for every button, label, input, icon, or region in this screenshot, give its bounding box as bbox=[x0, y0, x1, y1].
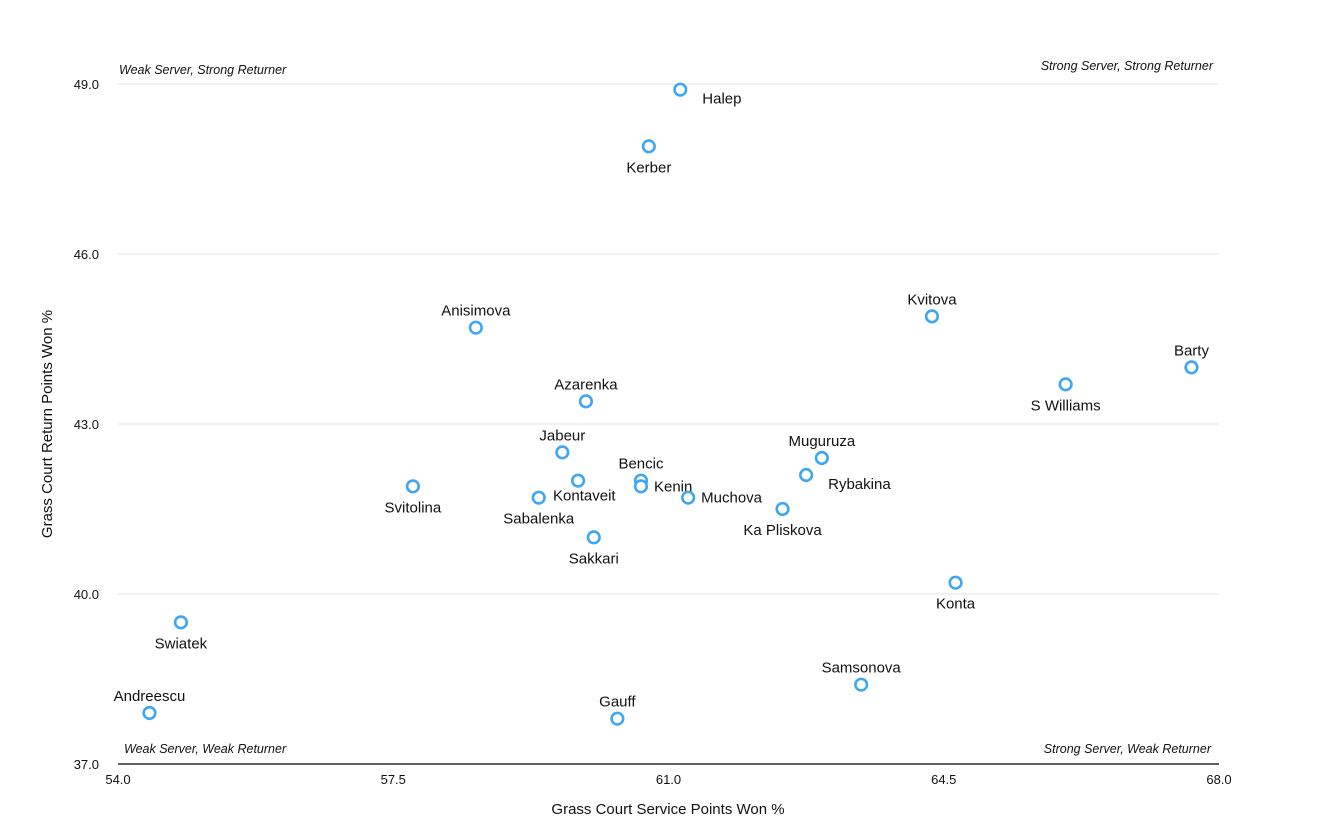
point-marker bbox=[578, 394, 594, 409]
quadrant-label-bottom-right: Strong Server, Weak Returner bbox=[1044, 742, 1212, 756]
point-label: Anisimova bbox=[441, 303, 511, 320]
quadrant-label-top-right: Strong Server, Strong Returner bbox=[1041, 59, 1214, 73]
point-marker bbox=[1184, 360, 1199, 375]
quadrant-label-top-left: Weak Server, Strong Returner bbox=[119, 63, 287, 77]
data-point-andreescu: Andreescu bbox=[114, 688, 186, 721]
point-label: Barty bbox=[1174, 342, 1210, 359]
point-label: Gauff bbox=[599, 694, 636, 711]
point-label: Kerber bbox=[626, 159, 671, 176]
point-label: Azarenka bbox=[554, 376, 618, 393]
data-point-svitolina: Svitolina bbox=[385, 479, 442, 516]
point-marker bbox=[610, 711, 625, 726]
data-point-kenin: Kenin bbox=[633, 478, 692, 495]
y-tick-label: 49.0 bbox=[74, 77, 99, 92]
point-marker bbox=[814, 450, 829, 466]
data-point-kontaveit: Kontaveit bbox=[553, 473, 616, 505]
x-axis-title: Grass Court Service Points Won % bbox=[551, 801, 784, 818]
data-point-gauff: Gauff bbox=[599, 694, 636, 726]
data-point-sabalenka: Sabalenka bbox=[503, 490, 575, 528]
point-label: Muguruza bbox=[789, 433, 856, 450]
data-point-sakkari: Sakkari bbox=[569, 530, 619, 567]
point-label: Ka Pliskova bbox=[743, 522, 822, 539]
x-tick-label: 68.0 bbox=[1206, 772, 1231, 787]
point-label: Andreescu bbox=[114, 688, 186, 705]
point-marker bbox=[531, 490, 546, 505]
point-marker bbox=[924, 309, 940, 324]
data-point-halep: Halep bbox=[673, 82, 741, 108]
point-marker bbox=[570, 473, 586, 488]
data-point-samsonova: Samsonova bbox=[822, 660, 902, 692]
data-point-swiatek: Swiatek bbox=[155, 615, 208, 652]
data-point-kerber: Kerber bbox=[626, 139, 671, 176]
data-point-muchova: Muchova bbox=[681, 490, 763, 507]
point-marker bbox=[1058, 377, 1073, 392]
gridlines bbox=[118, 83, 1219, 595]
point-label: Halep bbox=[702, 91, 741, 108]
y-tick-label: 37.0 bbox=[74, 757, 99, 772]
point-marker bbox=[142, 705, 157, 721]
point-marker bbox=[405, 479, 421, 494]
point-label: S Williams bbox=[1031, 397, 1101, 414]
point-label: Konta bbox=[936, 596, 976, 613]
data-point-anisimova: Anisimova bbox=[441, 303, 511, 335]
point-label: Sakkari bbox=[569, 550, 619, 567]
point-label: Rybakina bbox=[828, 476, 891, 493]
point-label: Svitolina bbox=[385, 499, 442, 516]
point-label: Kvitova bbox=[907, 291, 957, 308]
quadrant-label-bottom-left: Weak Server, Weak Returner bbox=[124, 742, 287, 756]
y-tick-label: 40.0 bbox=[74, 587, 99, 602]
point-marker bbox=[775, 501, 790, 517]
y-tick-label: 43.0 bbox=[74, 417, 99, 432]
point-label: Bencic bbox=[618, 456, 664, 473]
point-marker bbox=[673, 82, 688, 97]
point-label: Kenin bbox=[654, 478, 692, 495]
x-tick-label: 54.0 bbox=[105, 772, 130, 787]
point-label: Kontaveit bbox=[553, 488, 616, 505]
data-point-s-williams: S Williams bbox=[1031, 377, 1101, 414]
x-tick-label: 61.0 bbox=[656, 772, 681, 787]
x-tick-label: 57.5 bbox=[381, 772, 406, 787]
point-label: Jabeur bbox=[539, 427, 585, 444]
point-label: Samsonova bbox=[822, 660, 902, 677]
x-tick-label: 64.5 bbox=[931, 772, 956, 787]
point-marker bbox=[854, 677, 869, 692]
data-point-muguruza: Muguruza bbox=[789, 433, 856, 466]
point-label: Sabalenka bbox=[503, 511, 575, 528]
y-axis-title: Grass Court Return Points Won % bbox=[39, 310, 56, 538]
data-points: Halep Kerber Anisimova Kvitova Barty S Willia… bbox=[114, 82, 1210, 726]
point-marker bbox=[641, 139, 656, 154]
data-point-konta: Konta bbox=[936, 575, 976, 613]
data-point-azarenka: Azarenka bbox=[554, 376, 618, 409]
point-marker bbox=[586, 530, 601, 545]
data-point-barty: Barty bbox=[1174, 342, 1210, 375]
point-marker bbox=[799, 467, 814, 483]
point-marker bbox=[948, 575, 963, 590]
point-marker bbox=[468, 320, 483, 335]
point-marker bbox=[555, 445, 570, 460]
data-point-rybakina: Rybakina bbox=[799, 467, 891, 493]
point-marker bbox=[173, 615, 189, 630]
data-point-ka-pliskova: Ka Pliskova bbox=[743, 501, 822, 539]
data-point-kvitova: Kvitova bbox=[907, 291, 957, 324]
point-marker bbox=[681, 490, 696, 505]
tick-labels: 37.0 40.0 43.0 46.0 49.0 54.0 57.5 61.0 64.5 68.0 bbox=[74, 77, 1232, 787]
data-point-jabeur: Jabeur bbox=[539, 427, 585, 460]
point-label: Muchova bbox=[701, 490, 763, 507]
y-tick-label: 46.0 bbox=[74, 247, 99, 262]
point-marker bbox=[633, 479, 649, 494]
point-label: Swiatek bbox=[155, 635, 208, 652]
